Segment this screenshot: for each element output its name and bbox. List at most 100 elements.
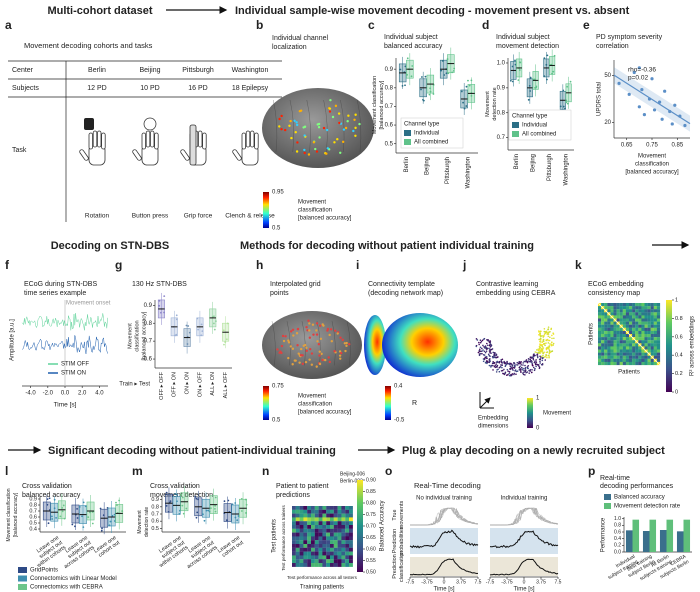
bar	[642, 531, 650, 552]
heatmap-cell-decor	[622, 321, 626, 325]
embedding-point-decor	[510, 362, 512, 365]
electrode-decor	[344, 126, 348, 130]
heatmap-cell-decor	[641, 306, 645, 310]
electrode-decor	[331, 115, 335, 119]
data-point-decor	[82, 501, 85, 504]
legend-label: Balanced accuracy	[614, 495, 665, 501]
heatmap-cell-decor	[345, 536, 350, 541]
embedding-point-decor	[511, 373, 514, 375]
heatmap-cell-decor	[333, 544, 338, 548]
heatmap-cell-decor	[607, 318, 611, 322]
heatmap-cell-decor	[653, 309, 657, 313]
heatmap-cell-decor	[601, 340, 605, 344]
heatmap-cell-decor	[613, 315, 617, 319]
heatmap-cell-decor	[619, 343, 623, 347]
electrode-decor	[344, 349, 347, 353]
legend-swatch	[404, 130, 411, 136]
heatmap-cell-decor	[635, 303, 639, 307]
heatmap-cell-decor	[638, 346, 642, 350]
heatmap-cell-decor	[644, 318, 648, 322]
embedding-point-decor	[539, 337, 542, 340]
panel-title: Patient to patient	[276, 483, 329, 490]
panel-title: consistency map	[588, 290, 640, 297]
heatmap-cell-decor	[598, 327, 602, 331]
data-point-decor	[424, 75, 427, 78]
embedding-point-decor	[552, 342, 555, 345]
data-point-decor	[159, 311, 162, 314]
colorbar	[385, 386, 391, 420]
heatmap-cell-decor	[641, 358, 645, 362]
heatmap-cell-decor	[341, 513, 346, 518]
heatmap-cell-decor	[311, 551, 315, 556]
embedding-point-decor	[538, 365, 540, 368]
embedding-point-decor	[519, 365, 521, 368]
colorbar-tick-label: 0	[536, 426, 540, 432]
heatmap-cell-decor	[604, 337, 608, 341]
heatmap-cell-decor	[330, 540, 334, 545]
electrode-decor	[316, 340, 319, 343]
heatmap-cell-decor	[303, 544, 308, 548]
heatmap-cell-decor	[647, 337, 651, 341]
heatmap-cell-decor	[318, 547, 323, 552]
hand-icon	[101, 132, 106, 150]
electrode-decor	[337, 112, 341, 115]
embedding-point-decor	[500, 364, 502, 366]
data-point-decor	[452, 69, 455, 72]
bar	[676, 531, 684, 552]
heatmap-cell-decor	[638, 312, 642, 316]
heatmap-cell-decor	[311, 509, 315, 514]
heatmap-cell-decor	[303, 559, 308, 564]
embedding-point-decor	[487, 339, 490, 342]
heatmap-cell-decor	[322, 525, 327, 529]
heatmap-cell-decor	[610, 361, 614, 366]
embedding-point-decor	[547, 342, 550, 344]
heatmap-cell-decor	[607, 303, 611, 307]
embedding-point-decor	[542, 354, 544, 357]
electrode-decor	[329, 98, 332, 102]
data-point-decor	[569, 80, 572, 83]
electrode-decor	[290, 136, 293, 140]
row-label: movements	[399, 501, 405, 530]
embedding-point-decor	[498, 366, 501, 369]
heatmap-cell-decor	[601, 327, 605, 331]
heatmap-cell-decor	[349, 517, 353, 522]
heatmap-cell-decor	[638, 340, 642, 344]
heatmap-cell-decor	[629, 355, 633, 359]
data-point-decor	[245, 512, 247, 514]
legend-label: GridPoints	[30, 568, 58, 574]
heatmap-cell-decor	[349, 563, 353, 567]
x-tick-label: 3.75	[536, 579, 546, 585]
heatmap-cell-decor	[650, 340, 654, 344]
heatmap-cell-decor	[322, 544, 327, 548]
panel-title: Interpolated grid	[270, 281, 321, 288]
heatmap-cell-decor	[632, 318, 636, 322]
heatmap-cell-decor	[653, 361, 657, 366]
bar	[683, 519, 691, 552]
panel-title: balanced accuracy	[22, 492, 81, 499]
embedding-point-decor	[544, 344, 546, 347]
electrode-decor	[303, 151, 306, 155]
embedding-point-decor	[545, 354, 548, 357]
data-point-decor	[109, 520, 112, 523]
heatmap-cell-decor	[333, 517, 338, 522]
heatmap-cell-decor	[616, 318, 620, 322]
heatmap-cell-decor	[638, 315, 642, 319]
scatter-point	[650, 77, 654, 81]
legend-label: Movement detection rate	[614, 504, 681, 510]
heatmap-cell-decor	[318, 532, 323, 537]
embedding-point-decor	[546, 333, 549, 336]
y-tick-label: 0.9	[29, 496, 37, 502]
electrode-decor	[325, 128, 329, 132]
data-point-decor	[76, 507, 78, 510]
electrode-decor	[342, 128, 346, 131]
embedding-point-decor	[527, 364, 530, 367]
heatmap-cell-decor	[607, 340, 611, 344]
heatmap-cell-decor	[326, 532, 331, 537]
sulcus	[271, 321, 276, 366]
heatmap-cell-decor	[641, 312, 645, 316]
heatmap-cell-decor	[607, 315, 611, 319]
heatmap-cell-decor	[653, 343, 657, 347]
data-point-decor	[62, 504, 65, 507]
heatmap-cell-decor	[330, 513, 334, 518]
heatmap-cell-decor	[330, 509, 334, 514]
